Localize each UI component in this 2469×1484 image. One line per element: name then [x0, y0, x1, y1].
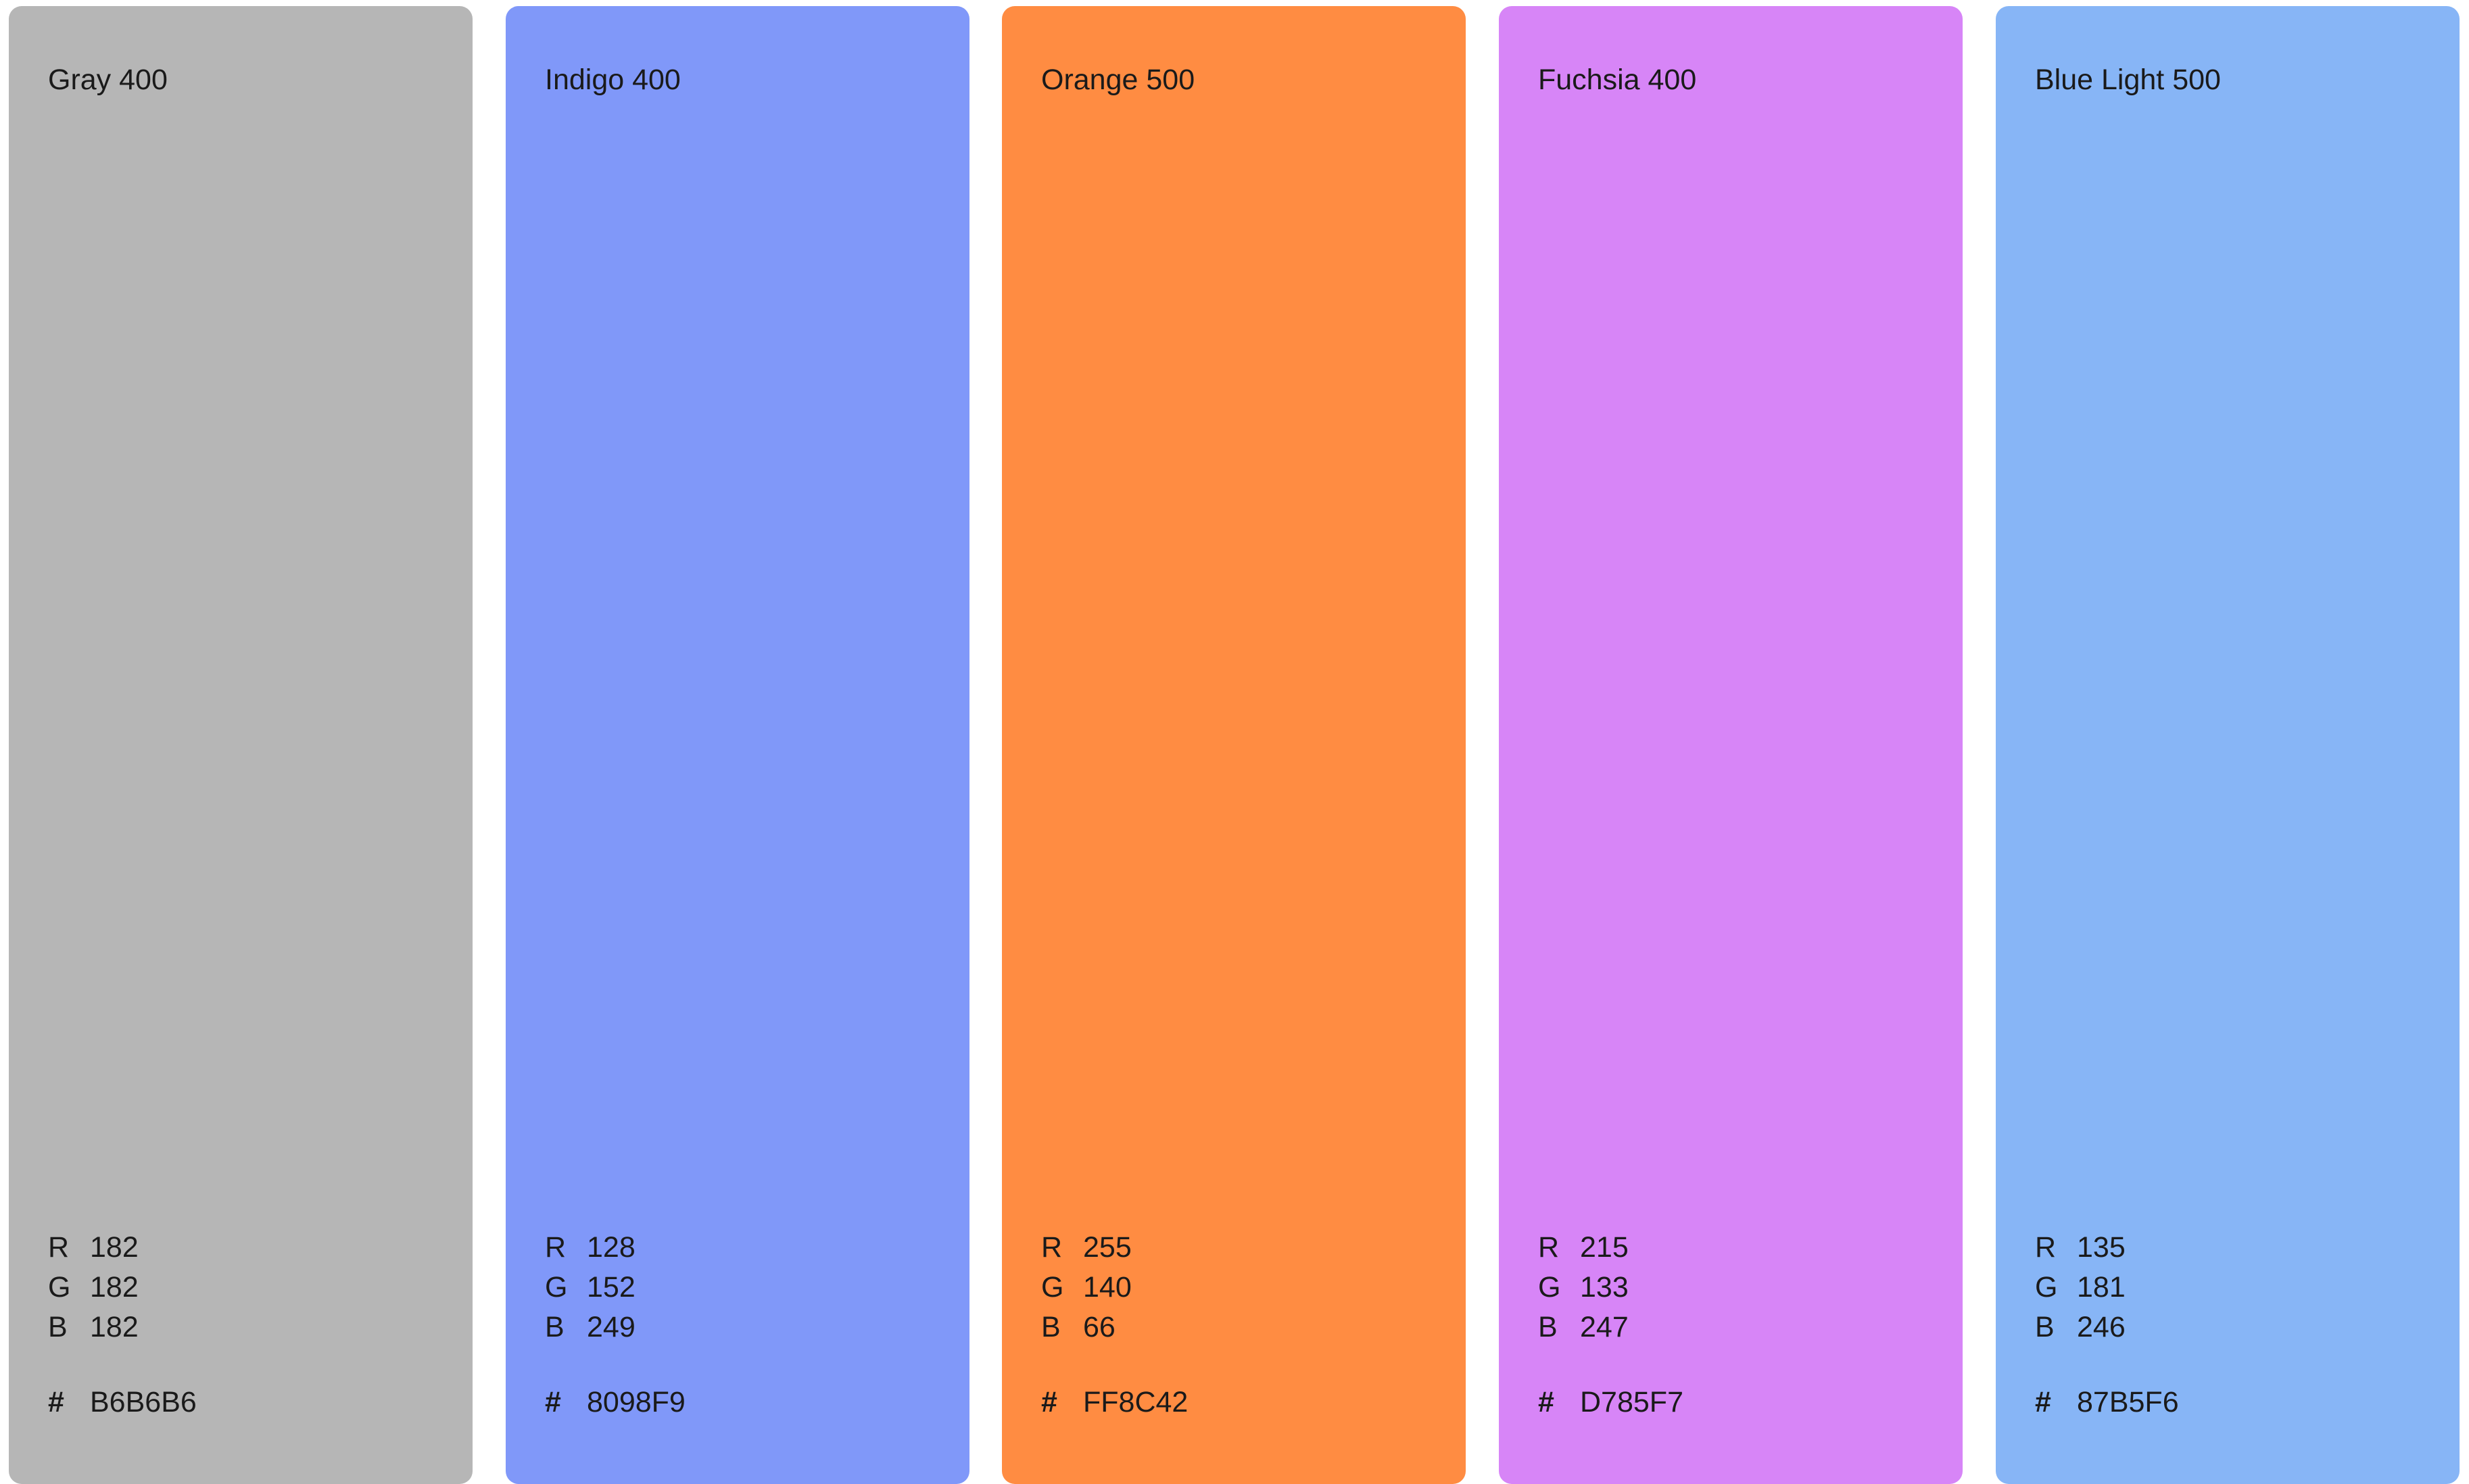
red-value: 182: [90, 1231, 139, 1264]
hex-value: 87B5F6: [2077, 1386, 2179, 1418]
green-label: G: [545, 1271, 568, 1303]
swatch-name: Orange 500: [1041, 64, 1195, 96]
blue-value: 247: [1580, 1311, 1629, 1343]
blue-value: 249: [587, 1311, 636, 1343]
red-label: R: [48, 1231, 70, 1264]
rgb-values: R 128 G 152 B 249: [545, 1228, 636, 1347]
red-row: R 215: [1538, 1228, 1629, 1268]
red-value: 128: [587, 1231, 636, 1264]
hex-value: D785F7: [1580, 1386, 1683, 1418]
swatch-name: Gray 400: [48, 64, 168, 96]
green-row: G 152: [545, 1268, 636, 1308]
rgb-values: R 215 G 133 B 247: [1538, 1228, 1629, 1347]
hash-label: #: [1538, 1386, 1554, 1418]
red-label: R: [1538, 1231, 1560, 1264]
blue-value: 246: [2077, 1311, 2126, 1343]
green-label: G: [1538, 1271, 1561, 1303]
blue-row: B 66: [1041, 1308, 1132, 1347]
hash-label: #: [545, 1386, 561, 1418]
green-row: G 181: [2035, 1268, 2126, 1308]
green-value: 182: [90, 1271, 139, 1303]
blue-value: 66: [1083, 1311, 1116, 1343]
red-label: R: [545, 1231, 567, 1264]
red-value: 135: [2077, 1231, 2126, 1264]
blue-row: B 246: [2035, 1308, 2126, 1347]
blue-row: B 249: [545, 1308, 636, 1347]
green-label: G: [48, 1271, 71, 1303]
swatch-name: Blue Light 500: [2035, 64, 2221, 96]
color-swatch-orange-500[interactable]: Orange 500 R 255 G 140 B 66 # FF8C42: [1002, 6, 1466, 1484]
hash-label: #: [1041, 1386, 1057, 1418]
green-value: 181: [2077, 1271, 2126, 1303]
color-swatch-fuchsia-400[interactable]: Fuchsia 400 R 215 G 133 B 247 # D785F7: [1499, 6, 1963, 1484]
green-value: 133: [1580, 1271, 1629, 1303]
swatch-name: Fuchsia 400: [1538, 64, 1697, 96]
green-label: G: [2035, 1271, 2058, 1303]
hex-row: # D785F7: [1538, 1383, 1683, 1422]
color-swatch-blue-light-500[interactable]: Blue Light 500 R 135 G 181 B 246 #87B5F6: [1996, 6, 2460, 1484]
green-value: 140: [1083, 1271, 1132, 1303]
hex-value: 8098F9: [587, 1386, 686, 1418]
red-row: R 128: [545, 1228, 636, 1268]
color-swatch-gray-400[interactable]: Gray 400 R 182 G 182 B 182 # B6B6B6: [9, 6, 473, 1484]
red-label: R: [1041, 1231, 1063, 1264]
color-swatch-indigo-400[interactable]: Indigo 400 R 128 G 152 B 249 #8098F9: [506, 6, 969, 1484]
green-label: G: [1041, 1271, 1064, 1303]
green-value: 152: [587, 1271, 636, 1303]
blue-label: B: [545, 1311, 565, 1343]
blue-label: B: [1538, 1311, 1558, 1343]
green-row: G 133: [1538, 1268, 1629, 1308]
rgb-values: R 182 G 182 B 182: [48, 1228, 139, 1347]
blue-label: B: [48, 1311, 68, 1343]
hex-row: # FF8C42: [1041, 1383, 1188, 1422]
red-row: R 135: [2035, 1228, 2126, 1268]
rgb-values: R 135 G 181 B 246: [2035, 1228, 2126, 1347]
rgb-values: R 255 G 140 B 66: [1041, 1228, 1132, 1347]
hex-row: #8098F9: [545, 1383, 686, 1422]
hash-label: #: [48, 1386, 64, 1418]
blue-row: B 247: [1538, 1308, 1629, 1347]
red-value: 215: [1580, 1231, 1629, 1264]
red-row: R 182: [48, 1228, 139, 1268]
blue-row: B 182: [48, 1308, 139, 1347]
hex-row: #87B5F6: [2035, 1383, 2179, 1422]
blue-label: B: [1041, 1311, 1061, 1343]
hex-value: B6B6B6: [90, 1386, 197, 1418]
red-label: R: [2035, 1231, 2057, 1264]
red-value: 255: [1083, 1231, 1132, 1264]
green-row: G 182: [48, 1268, 139, 1308]
blue-label: B: [2035, 1311, 2055, 1343]
red-row: R 255: [1041, 1228, 1132, 1268]
hex-value: FF8C42: [1083, 1386, 1189, 1418]
hash-label: #: [2035, 1386, 2051, 1418]
green-row: G 140: [1041, 1268, 1132, 1308]
hex-row: # B6B6B6: [48, 1383, 197, 1422]
swatch-name: Indigo 400: [545, 64, 681, 96]
blue-value: 182: [90, 1311, 139, 1343]
